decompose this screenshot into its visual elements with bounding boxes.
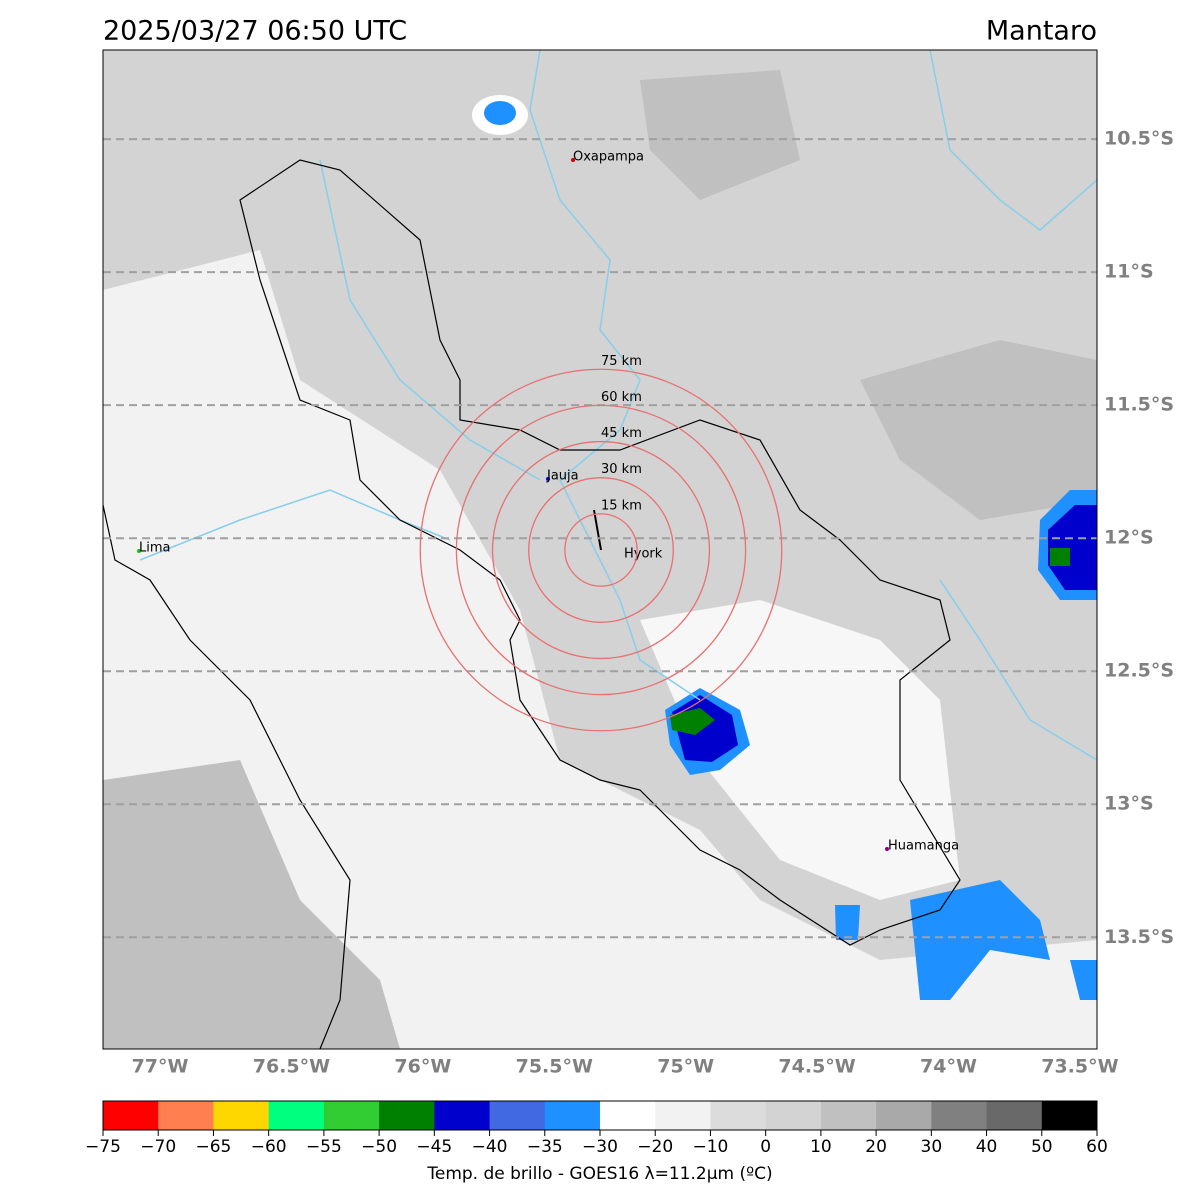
ring-label: 45 km bbox=[601, 426, 642, 441]
colorbar-frame bbox=[102, 1100, 1098, 1131]
lat-tick-label: 12°S bbox=[1104, 527, 1154, 549]
ring-label: 15 km bbox=[601, 498, 642, 513]
city-label: Jauja bbox=[546, 469, 579, 484]
cloud-region bbox=[860, 340, 1097, 520]
colorbar-swatch bbox=[158, 1101, 214, 1130]
colorbar-swatch bbox=[876, 1101, 932, 1130]
colorbar-tick-label: 30 bbox=[921, 1137, 943, 1157]
city-label: Hyork bbox=[624, 547, 663, 562]
colorbar-swatch bbox=[489, 1101, 546, 1130]
colorbar-tick-label: −20 bbox=[637, 1137, 673, 1157]
cloud-top bbox=[835, 905, 860, 940]
lon-tick-label: 77°W bbox=[132, 1056, 189, 1078]
coastline bbox=[103, 504, 351, 1049]
colorbar-tick-label: −45 bbox=[416, 1137, 452, 1157]
city-label: Huamanga bbox=[888, 839, 959, 854]
lon-tick-label: 74°W bbox=[920, 1056, 977, 1078]
colorbar-tick-label: −50 bbox=[361, 1137, 397, 1157]
city-label: Lima bbox=[139, 541, 170, 556]
colorbar-swatch bbox=[710, 1101, 767, 1130]
river bbox=[529, 50, 701, 701]
river bbox=[139, 489, 451, 561]
map: Oxapampa Jauja Hyork Lima Huamanga 15 km… bbox=[103, 50, 1097, 1049]
colorbar-tick-label: −75 bbox=[85, 1137, 121, 1157]
cloud-region bbox=[640, 70, 800, 200]
region-name: Mantaro bbox=[986, 16, 1097, 47]
colorbar-tick-label: 20 bbox=[865, 1137, 887, 1157]
range-ring bbox=[528, 477, 674, 623]
range-ring bbox=[455, 404, 747, 696]
range-ring bbox=[564, 513, 638, 587]
city-marker bbox=[546, 477, 550, 481]
cloud-top bbox=[1070, 960, 1097, 1000]
colorbar-swatch bbox=[379, 1101, 435, 1130]
lon-tick-label: 76°W bbox=[394, 1056, 451, 1078]
lon-tick-label: 73.5°W bbox=[1041, 1056, 1118, 1078]
colorbar-swatch bbox=[323, 1101, 380, 1130]
colorbar-swatch bbox=[655, 1101, 711, 1130]
colorbar-tick-label: −10 bbox=[692, 1137, 728, 1157]
colorbar-tick-label: −30 bbox=[582, 1137, 618, 1157]
colorbar-swatch bbox=[434, 1101, 491, 1130]
city-label: Oxapampa bbox=[573, 150, 644, 165]
basin-boundary bbox=[239, 159, 961, 946]
colorbar-tick-label: −60 bbox=[251, 1137, 287, 1157]
colorbar-tick-label: 10 bbox=[810, 1137, 832, 1157]
river bbox=[939, 579, 1097, 761]
colorbar-swatch bbox=[820, 1101, 877, 1130]
warm-region bbox=[640, 600, 960, 900]
cloud-top bbox=[1050, 548, 1070, 566]
ring-label: 30 km bbox=[601, 462, 642, 477]
cloud-top bbox=[1048, 505, 1097, 590]
city-marker bbox=[137, 549, 141, 553]
colorbar-tick-label: −40 bbox=[472, 1137, 508, 1157]
colorbar-swatch bbox=[765, 1101, 822, 1130]
ring-label: 75 km bbox=[601, 354, 642, 369]
colorbar-swatch bbox=[600, 1101, 656, 1130]
colorbar-swatch bbox=[986, 1101, 1043, 1130]
colorbar-tick-label: −65 bbox=[195, 1137, 231, 1157]
colorbar-tick-label: 50 bbox=[1031, 1137, 1053, 1157]
colorbar-tick-label: 0 bbox=[760, 1137, 771, 1157]
cloud-top bbox=[910, 880, 1050, 1000]
colorbar-tick-label: 40 bbox=[976, 1137, 998, 1157]
colorbar-swatch bbox=[268, 1101, 325, 1130]
lat-tick-label: 10.5°S bbox=[1104, 128, 1174, 150]
river bbox=[929, 50, 1097, 231]
lon-tick-label: 75.5°W bbox=[516, 1056, 593, 1078]
colorbar-label: Temp. de brillo - GOES16 λ=11.2μm (ºC) bbox=[426, 1164, 772, 1184]
range-ring bbox=[491, 440, 711, 660]
colorbar-tick-label: −55 bbox=[306, 1137, 342, 1157]
ring-label: 60 km bbox=[601, 390, 642, 405]
lon-tick-label: 74.5°W bbox=[778, 1056, 855, 1078]
lon-tick-label: 75°W bbox=[657, 1056, 714, 1078]
city-marker bbox=[571, 158, 575, 162]
colorbar-swatch bbox=[103, 1101, 159, 1130]
colorbar-tick-label: 60 bbox=[1086, 1137, 1108, 1157]
lat-tick-label: 11.5°S bbox=[1104, 394, 1174, 416]
cloud-top bbox=[670, 708, 715, 735]
range-ring bbox=[419, 368, 783, 732]
colorbar-swatch bbox=[544, 1101, 601, 1130]
colorbar-swatch bbox=[1041, 1101, 1098, 1130]
lat-tick-label: 13.5°S bbox=[1104, 926, 1174, 948]
lat-tick-label: 11°S bbox=[1104, 261, 1154, 283]
colorbar-tick-label: −35 bbox=[527, 1137, 563, 1157]
lat-tick-label: 13°S bbox=[1104, 793, 1154, 815]
lon-tick-label: 76.5°W bbox=[253, 1056, 330, 1078]
lat-tick-label: 12.5°S bbox=[1104, 660, 1174, 682]
map-frame bbox=[102, 49, 1098, 1050]
colorbar-swatch bbox=[213, 1101, 270, 1130]
colorbar-swatch bbox=[931, 1101, 988, 1130]
cloud-top bbox=[484, 101, 516, 125]
warm-region bbox=[103, 250, 1097, 1049]
title: 2025/03/27 06:50 UTC bbox=[103, 16, 407, 47]
cloud-region bbox=[103, 760, 400, 1049]
city-marker bbox=[885, 847, 889, 851]
site-marker bbox=[593, 509, 602, 551]
colorbar-tick-label: −70 bbox=[140, 1137, 176, 1157]
